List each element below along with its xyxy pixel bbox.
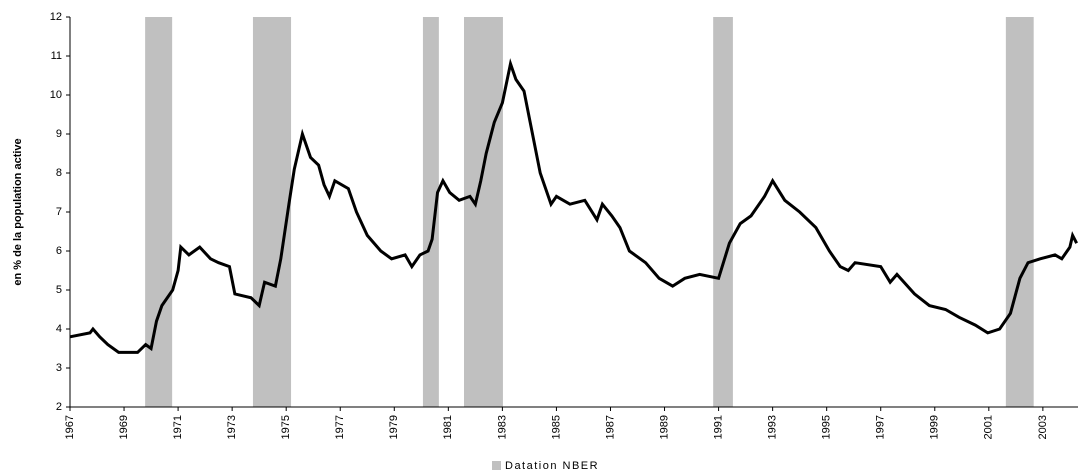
x-tick-label: 1979 bbox=[388, 415, 400, 439]
y-tick-label: 2 bbox=[56, 401, 62, 413]
recession-band bbox=[145, 17, 173, 407]
y-tick-label: 10 bbox=[50, 89, 62, 101]
x-tick-label: 1981 bbox=[442, 415, 454, 439]
x-tick-label: 1967 bbox=[64, 415, 76, 439]
y-tick-label: 4 bbox=[56, 323, 62, 335]
x-tick-label: 1985 bbox=[550, 415, 562, 439]
y-tick-label: 12 bbox=[50, 11, 62, 23]
x-tick-label: 1969 bbox=[118, 415, 130, 439]
x-tick-label: 1989 bbox=[658, 415, 670, 439]
legend-label: Datation NBER bbox=[505, 460, 599, 472]
line-series bbox=[69, 58, 1078, 354]
y-tick-label: 9 bbox=[56, 128, 62, 140]
y-tick-label: 3 bbox=[56, 362, 62, 374]
x-tick-label: 1971 bbox=[172, 415, 184, 439]
x-tick-label: 1983 bbox=[496, 415, 508, 439]
x-tick-label: 1973 bbox=[226, 415, 238, 439]
recession-band bbox=[464, 17, 503, 407]
y-tick-label: 7 bbox=[56, 206, 62, 218]
x-tick-label: 1987 bbox=[604, 415, 616, 439]
x-tick-label: 1999 bbox=[929, 415, 941, 439]
recession-band bbox=[713, 17, 733, 407]
recession-band bbox=[1005, 17, 1034, 407]
y-tick-label: 6 bbox=[56, 245, 62, 257]
x-tick-label: 1975 bbox=[280, 415, 292, 439]
x-tick-label: 2001 bbox=[983, 415, 995, 439]
legend-swatch bbox=[492, 461, 501, 470]
recession-band bbox=[422, 17, 439, 407]
x-tick-label: 1991 bbox=[712, 415, 724, 439]
x-tick-label: 1995 bbox=[821, 415, 833, 439]
y-tick-label: 8 bbox=[56, 167, 62, 179]
y-axis-label: en % de la population active bbox=[12, 138, 24, 285]
x-tick-label: 1977 bbox=[334, 415, 346, 439]
recession-band bbox=[252, 17, 292, 407]
x-tick-label: 1993 bbox=[767, 415, 779, 439]
x-tick-label: 1997 bbox=[875, 415, 887, 439]
x-tick-label: 2003 bbox=[1037, 415, 1049, 439]
y-tick-label: 5 bbox=[56, 284, 62, 296]
y-tick-label: 11 bbox=[51, 50, 62, 62]
